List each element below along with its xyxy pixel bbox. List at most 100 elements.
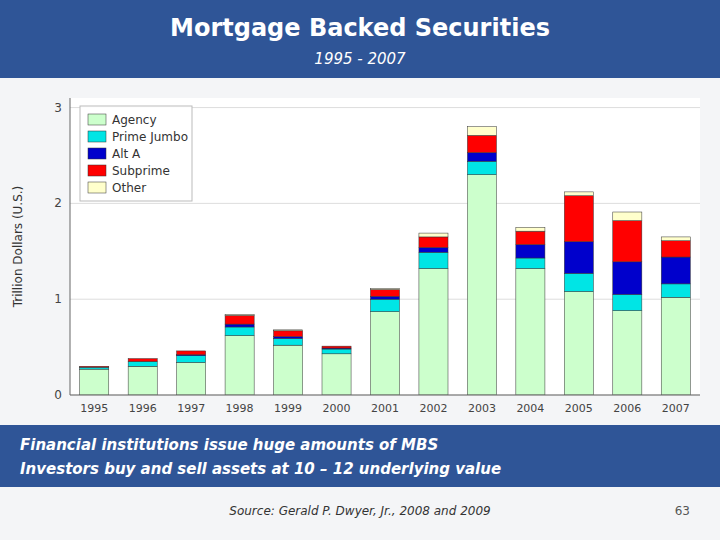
bar-segment	[80, 367, 109, 368]
x-tick-label: 2003	[468, 402, 496, 415]
x-tick-label: 1999	[274, 402, 302, 415]
y-tick-label: 1	[54, 292, 62, 306]
x-tick-label: 1997	[177, 402, 205, 415]
bar-segment	[80, 369, 109, 395]
bar-segment	[419, 247, 448, 252]
legend-label: Prime Jumbo	[112, 130, 188, 144]
bar-segment	[564, 273, 593, 291]
legend-label: Agency	[112, 113, 157, 127]
x-tick-label: 2001	[371, 402, 399, 415]
bar-segment	[419, 237, 448, 248]
background	[0, 0, 720, 540]
bar-segment	[467, 127, 496, 136]
bar-segment	[516, 258, 545, 269]
bar-segment	[467, 135, 496, 152]
x-tick-label: 2002	[419, 402, 447, 415]
bar-segment	[370, 288, 399, 290]
chart: Mortgage Backed Securities 1995 - 2007 0 1 2…	[0, 0, 720, 540]
bar-segment	[661, 241, 690, 257]
bar-segment	[177, 356, 206, 363]
bar-segment	[80, 366, 109, 368]
bar-segment	[80, 366, 109, 367]
bar-segment	[613, 311, 642, 395]
x-tick-label: 2005	[565, 402, 593, 415]
x-tick-label: 2000	[323, 402, 351, 415]
legend-swatch	[88, 114, 106, 125]
grid-line	[70, 203, 700, 204]
bar-segment	[613, 294, 642, 310]
legend-swatch	[88, 165, 106, 176]
bar-segment	[128, 361, 157, 366]
footer-text: Investors buy and sell assets at 10 – 12…	[20, 460, 501, 478]
legend-label: Alt A	[112, 147, 141, 161]
bar-segment	[467, 153, 496, 162]
legend-swatch	[88, 148, 106, 159]
bar-segment	[516, 231, 545, 244]
x-tick-label: 1996	[129, 402, 157, 415]
legend-label: Subprime	[112, 164, 170, 178]
bar-segment	[225, 336, 254, 395]
bar-segment	[419, 233, 448, 237]
bar-segment	[516, 245, 545, 258]
bar-segment	[225, 315, 254, 324]
bar-segment	[661, 257, 690, 284]
legend-box	[80, 106, 192, 201]
bar-segment	[322, 346, 351, 347]
footer-band	[0, 425, 720, 487]
bar-segment	[564, 196, 593, 242]
bar-segment	[370, 299, 399, 311]
bar-segment	[564, 292, 593, 395]
bar-segment	[274, 345, 303, 395]
bar-segment	[322, 346, 351, 348]
x-tick-label: 1998	[226, 402, 254, 415]
x-axis-line	[70, 395, 700, 396]
bar-segment	[177, 350, 206, 351]
title: Mortgage Backed Securities	[170, 14, 550, 42]
bar-segment	[661, 237, 690, 241]
bar-segment	[274, 338, 303, 345]
bar-segment	[467, 161, 496, 174]
legend: Agency Prime Jumbo Alt A Subprime Other	[80, 106, 192, 201]
bar-segment	[128, 358, 157, 359]
x-tick-label: 1995	[80, 402, 108, 415]
bar-segment	[225, 314, 254, 316]
x-tick-label: 2006	[613, 402, 641, 415]
bar-segment	[128, 366, 157, 395]
bar-segment	[370, 312, 399, 395]
plot-area	[70, 98, 700, 395]
x-tick-label: 2007	[662, 402, 690, 415]
header-band	[0, 0, 720, 78]
bar-segment	[322, 349, 351, 354]
y-axis-label: Trillion Dollars (U.S.)	[11, 186, 25, 309]
bar-segment	[564, 242, 593, 274]
bar-segment	[516, 227, 545, 231]
grid-line	[70, 395, 700, 396]
bar-segment	[661, 284, 690, 297]
bar-segment	[370, 296, 399, 299]
bar-segment	[419, 269, 448, 395]
y-axis-line	[70, 98, 71, 395]
bar-segment	[322, 354, 351, 395]
legend-label: Other	[112, 181, 146, 195]
bar-segment	[80, 367, 109, 369]
subtitle: 1995 - 2007	[314, 50, 406, 68]
bar-segment	[613, 262, 642, 295]
bar-segment	[613, 212, 642, 221]
bar-segment	[516, 269, 545, 395]
bar-segment	[177, 362, 206, 395]
legend-swatch	[88, 182, 106, 193]
bar-segment	[274, 331, 303, 337]
bar-segment	[274, 337, 303, 339]
bar-segment	[661, 297, 690, 395]
legend-swatch	[88, 131, 106, 142]
bar-segment	[419, 252, 448, 268]
x-tick-label: 2004	[516, 402, 544, 415]
bar-segment	[564, 192, 593, 196]
footer-text: Financial institutions issue huge amount…	[20, 436, 438, 454]
y-tick-label: 0	[54, 388, 62, 402]
bar-segment	[613, 221, 642, 262]
page-number: 63	[675, 504, 690, 518]
source-text: Source: Gerald P. Dwyer, Jr., 2008 and 2…	[229, 504, 490, 518]
bar-segment	[467, 175, 496, 395]
y-tick-label: 2	[54, 196, 62, 210]
